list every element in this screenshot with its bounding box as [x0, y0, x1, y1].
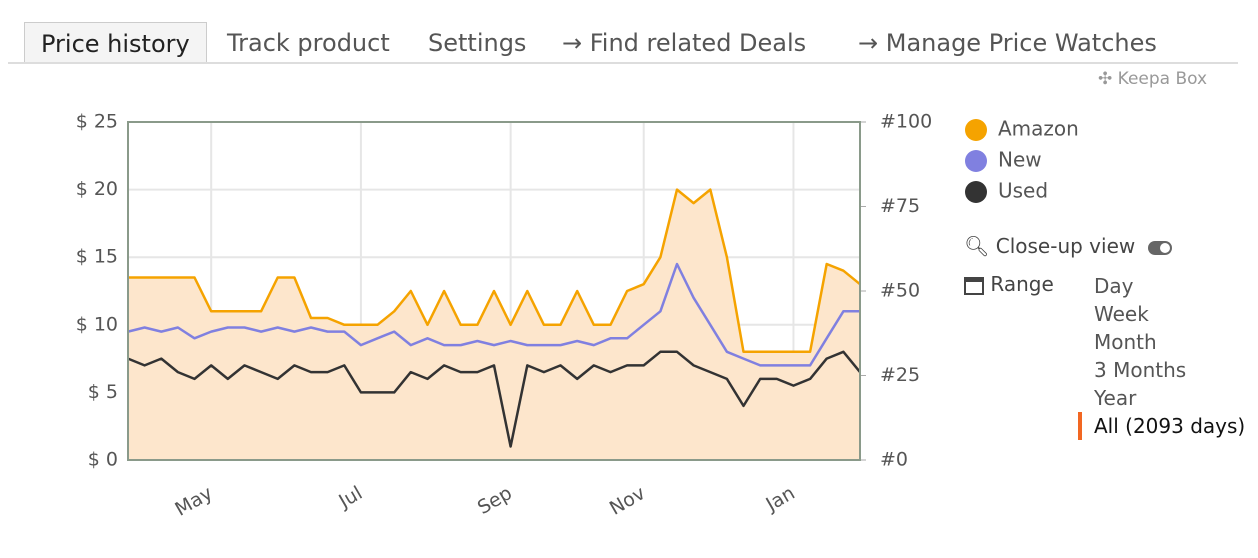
series-line — [128, 188, 861, 354]
range-option[interactable]: Week — [1094, 302, 1149, 326]
x-tick-label: Nov — [606, 482, 649, 520]
tab-underline — [8, 62, 1238, 64]
range-option[interactable]: All (2093 days) — [1078, 412, 1245, 440]
keepa-box-link[interactable]: ✣ Keepa Box — [1098, 69, 1208, 89]
y-tick-label: $ 0 — [88, 449, 118, 471]
y2-tick-label: #25 — [880, 364, 920, 386]
plot-border — [127, 121, 861, 461]
range-option[interactable]: 3 Months — [1094, 358, 1187, 382]
area — [128, 189, 860, 460]
y2-tick-label: #100 — [880, 111, 932, 133]
y2-tick-label: #0 — [880, 449, 908, 471]
legend-marker — [965, 150, 987, 172]
legend-label: Amazon — [998, 117, 1079, 141]
range-label: Range — [990, 272, 1054, 296]
tab[interactable]: Track product — [227, 29, 390, 57]
close-up-label: Close-up view — [995, 234, 1136, 258]
tab[interactable]: Price history — [24, 22, 207, 63]
range-option[interactable]: Month — [1094, 330, 1157, 354]
tab[interactable]: Settings — [428, 29, 527, 57]
series-line — [127, 262, 860, 367]
legend-marker — [965, 181, 987, 203]
range-option[interactable]: Day — [1094, 274, 1134, 298]
y-tick-label: $ 15 — [76, 246, 118, 268]
tab[interactable]: → Manage Price Watches — [858, 29, 1157, 57]
range-control: Range — [964, 272, 1054, 296]
y-tick-label: $ 20 — [76, 178, 118, 200]
range-option[interactable]: Year — [1094, 386, 1137, 410]
tab[interactable]: → Find related Deals — [562, 29, 807, 57]
y-tick-label: $ 10 — [76, 313, 118, 335]
calendar-icon — [964, 276, 984, 295]
x-tick-label: May — [171, 482, 216, 521]
search-icon: 🔍︎ — [964, 234, 990, 258]
y2-tick-label: #50 — [880, 280, 920, 302]
series-line — [127, 350, 861, 448]
y2-tick-label: #75 — [880, 195, 920, 217]
y-tick-label: $ 5 — [88, 381, 118, 403]
y-tick-label: $ 25 — [76, 111, 118, 133]
legend-label: Used — [998, 179, 1048, 203]
x-tick-label: Jul — [334, 482, 366, 513]
x-tick-label: Jan — [761, 482, 798, 516]
legend-label: New — [998, 148, 1042, 172]
legend-marker — [965, 119, 987, 141]
close-up-control[interactable]: 🔍︎ Close-up view — [964, 234, 1172, 258]
toggle[interactable] — [1147, 240, 1172, 255]
toggle-knob — [1159, 242, 1170, 253]
range-options: Day Week Month 3 Months Year All (2093 days) — [1078, 272, 1245, 440]
x-tick-label: Sep — [474, 482, 516, 519]
